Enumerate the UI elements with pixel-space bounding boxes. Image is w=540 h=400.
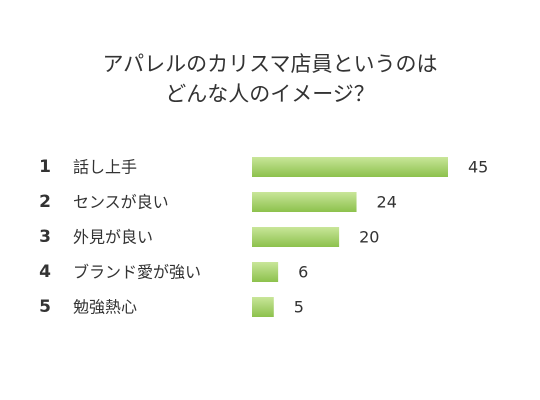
value-label: 5 (294, 298, 304, 317)
chart-title-line-2: どんな人のイメージ？ (165, 82, 375, 106)
value-label: 6 (298, 263, 308, 282)
chart-title-line-1: アパレルのカリスマ店員というのは (102, 52, 438, 76)
value-label: 45 (468, 158, 488, 177)
rank-label: 5 (39, 297, 51, 317)
category-label: 勉強熱心 (73, 298, 137, 317)
bar (252, 227, 340, 247)
bar (252, 157, 448, 177)
category-label: ブランド愛が強い (73, 263, 201, 282)
category-label: 外見が良い (73, 228, 153, 247)
bar (252, 297, 274, 317)
category-label: センスが良い (73, 193, 169, 212)
category-label: 話し上手 (73, 158, 137, 177)
rank-label: 2 (39, 192, 51, 212)
bar (252, 262, 279, 282)
rank-label: 1 (39, 157, 51, 177)
rank-label: 4 (39, 262, 51, 282)
value-label: 20 (359, 228, 379, 247)
rank-label: 3 (39, 227, 51, 247)
bar (252, 192, 357, 212)
value-label: 24 (377, 193, 397, 212)
